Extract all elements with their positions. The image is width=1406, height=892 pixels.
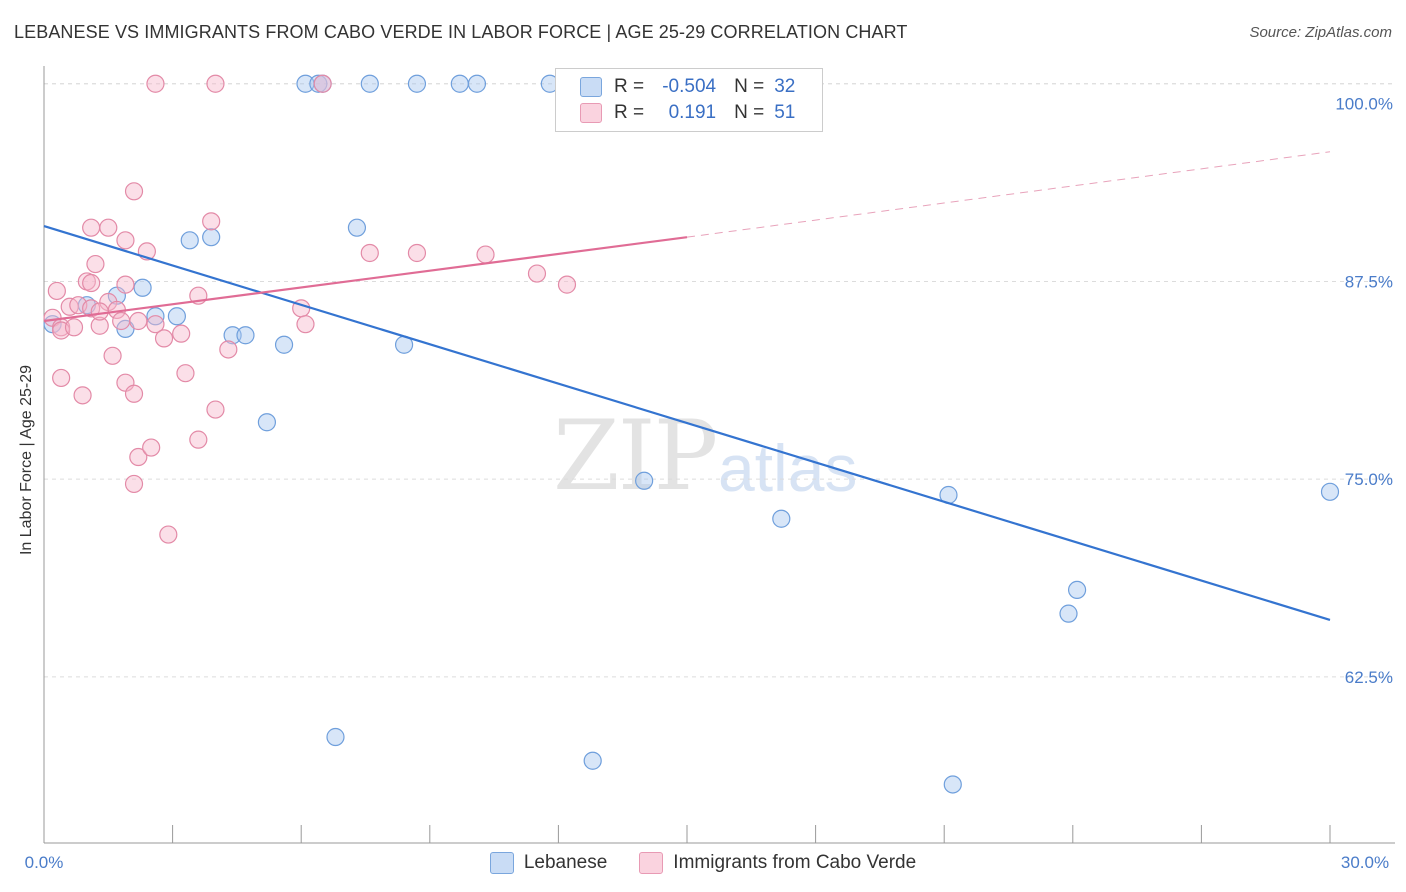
legend-row-cabo-verde: R = 0.191 N = 51 [580,101,795,125]
y-tick-label: 87.5% [1345,272,1393,291]
point-cabo-verde [47,281,66,301]
point-cabo-verde [206,74,225,93]
point-cabo-verde [476,245,495,264]
point-cabo-verde [103,346,122,365]
point-cabo-verde [86,254,105,274]
legend-swatch-lebanese [580,77,602,97]
legend-swatch-cabo-verde [580,103,602,123]
point-cabo-verde [360,243,379,263]
legend-swatch-cabo-verde [639,852,664,874]
point-cabo-verde [73,386,92,405]
point-lebanese [583,751,602,770]
point-cabo-verde [52,368,71,388]
point-cabo-verde [176,364,195,383]
point-lebanese [1320,482,1340,501]
point-cabo-verde [189,430,208,449]
point-lebanese [326,727,345,747]
legend-swatch-lebanese [489,852,514,874]
trendline [43,236,688,323]
y-tick-label: 100.0% [1335,95,1393,114]
point-lebanese [167,307,186,326]
correlation-legend: R = -0.504 N = 32 R = 0.191 N = 51 [555,68,823,132]
point-lebanese [1059,604,1078,623]
point-lebanese [257,413,277,432]
point-cabo-verde [99,218,118,237]
point-cabo-verde [116,231,135,250]
legend-n-value: 32 [774,76,796,97]
legend-r-value: -0.504 [662,76,717,97]
point-lebanese [467,74,487,93]
point-lebanese [635,471,654,490]
point-cabo-verde [219,340,238,359]
point-cabo-verde [296,315,315,334]
x-tick-label: 30.0% [1341,853,1389,872]
point-cabo-verde [129,311,148,331]
point-lebanese [772,509,791,528]
point-cabo-verde [159,525,178,544]
legend-item-cabo-verde: Immigrants from Cabo Verde [639,852,916,874]
legend-item-lebanese: Lebanese [489,852,608,874]
trendline [43,225,1331,622]
point-cabo-verde [124,474,144,494]
point-cabo-verde [206,400,225,419]
point-lebanese [133,278,152,297]
point-cabo-verde [64,318,84,337]
legend-label-lebanese: Lebanese [523,852,608,873]
point-cabo-verde [112,311,131,331]
point-cabo-verde [146,74,165,93]
trendline [686,151,1331,238]
point-lebanese [360,74,379,93]
point-lebanese [180,231,199,250]
legend-r-value: 0.191 [668,102,717,123]
point-cabo-verde [116,275,135,294]
x-tick-label: 0.0% [25,853,64,872]
point-lebanese [450,74,469,93]
point-cabo-verde [90,302,109,321]
point-cabo-verde [527,264,547,283]
point-lebanese [309,74,328,93]
point-lebanese [347,218,367,237]
source-label: Source: ZipAtlas.com [1249,24,1392,41]
point-cabo-verde [124,182,144,201]
point-cabo-verde [154,329,174,348]
point-cabo-verde [129,447,148,467]
legend-row-lebanese: R = -0.504 N = 32 [580,75,795,99]
legend-n-value: 51 [774,102,796,123]
point-lebanese [274,335,294,354]
point-cabo-verde [82,273,101,293]
point-lebanese [943,775,962,794]
y-tick-label: 75.0% [1345,470,1393,489]
point-lebanese [202,228,221,247]
legend-label-cabo-verde: Immigrants from Cabo Verde [673,852,917,873]
series-legend: Lebanese Immigrants from Cabo Verde [0,852,1406,874]
chart-title: LEBANESE VS IMMIGRANTS FROM CABO VERDE I… [14,22,908,42]
watermark-zip: ZIP [553,400,718,512]
legend-n-label: N = [734,102,765,123]
point-lebanese [236,326,255,345]
point-cabo-verde [557,275,577,294]
legend-n-label: N = [734,76,765,97]
point-cabo-verde [146,315,165,334]
y-tick-label: 62.5% [1345,668,1393,687]
point-cabo-verde [202,212,221,231]
point-cabo-verde [407,243,427,263]
point-cabo-verde [142,438,161,457]
legend-r-label: R = [614,102,645,123]
legend-r-label: R = [614,76,645,97]
point-cabo-verde [90,316,109,335]
point-cabo-verde [82,218,101,237]
point-lebanese [223,326,242,345]
point-lebanese [1067,580,1087,600]
point-cabo-verde [172,324,191,343]
point-cabo-verde [313,74,332,93]
point-lebanese [407,74,427,93]
point-cabo-verde [124,384,144,403]
